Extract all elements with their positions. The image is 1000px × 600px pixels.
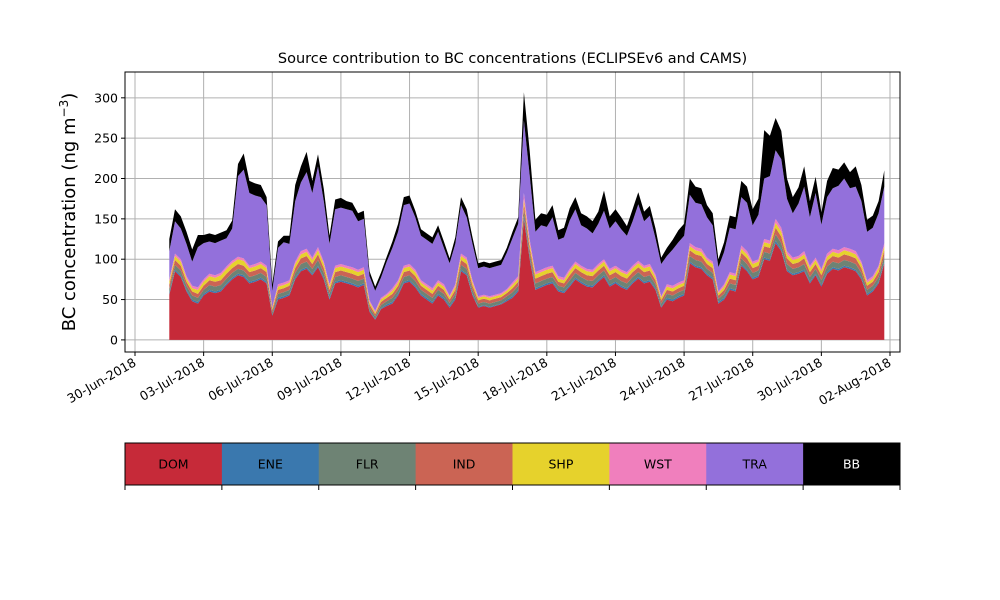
legend-label-bb: BB [843, 457, 860, 472]
plot-frame [124, 71, 901, 353]
colorbar-legend: DOM ENE FLR IND SHP WST TRA BB [124, 442, 901, 490]
legend-swatch-bb [803, 443, 901, 485]
area-flr [169, 210, 885, 319]
legend-label-shp: SHP [549, 457, 574, 472]
legend-label-flr: FLR [356, 457, 379, 472]
legend-swatch-flr [318, 443, 417, 485]
chart-title: Source contribution to BC concentrations… [278, 51, 747, 67]
stacked-areas [169, 92, 885, 340]
area-dom [169, 218, 885, 340]
legend-swatch-shp [512, 443, 610, 485]
y-axis: 0 50 100 150 200 250 300 [94, 90, 125, 347]
legend-label-ind: IND [453, 457, 476, 472]
area-ind [169, 203, 885, 317]
area-ene [169, 216, 885, 320]
legend-swatch-ind [415, 443, 513, 485]
area-shp [169, 199, 885, 315]
y-tick-label: 200 [94, 171, 118, 186]
legend-label-ene: ENE [258, 457, 283, 472]
legend-label-dom: DOM [158, 457, 188, 472]
legend-swatch-dom [125, 443, 223, 485]
legend-label-tra: TRA [742, 457, 768, 472]
legend-swatch-wst [609, 443, 707, 485]
legend-label-wst: WST [644, 457, 672, 472]
area-wst [169, 193, 885, 313]
area-bb [169, 92, 885, 291]
y-tick-label: 150 [94, 211, 118, 226]
y-tick-label: 100 [94, 252, 118, 267]
y-axis-label: BC concentration (ng m−3) [57, 93, 80, 332]
y-tick-label: 300 [94, 90, 118, 105]
area-tra [169, 120, 885, 311]
legend-swatch-tra [706, 443, 804, 485]
y-tick-label: 50 [102, 292, 118, 307]
y-tick-label: 250 [94, 131, 118, 146]
y-tick-label: 0 [110, 332, 118, 347]
legend-swatch-ene [221, 443, 320, 485]
